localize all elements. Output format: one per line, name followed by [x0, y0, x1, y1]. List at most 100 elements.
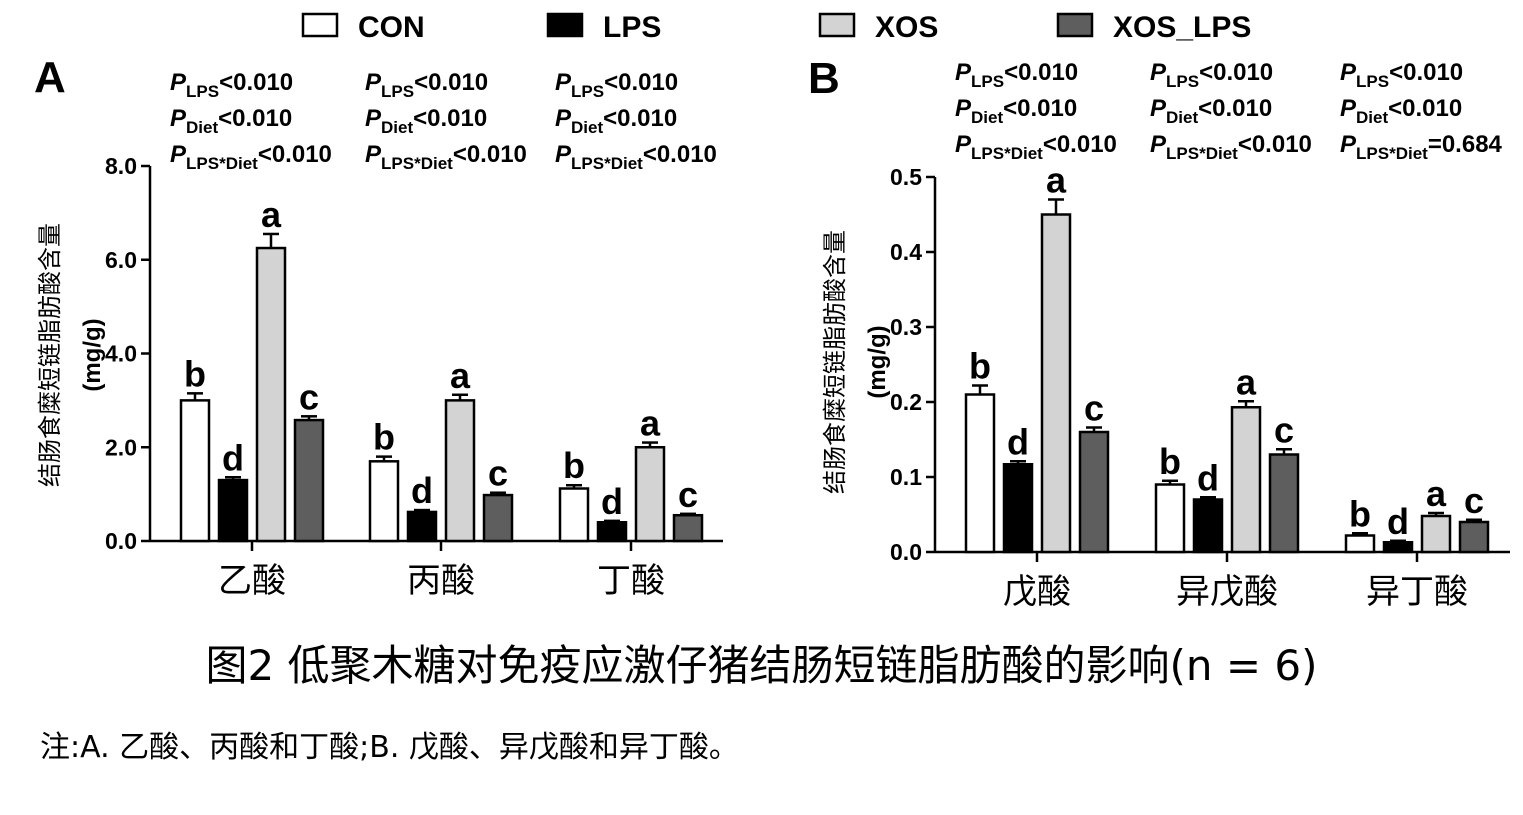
panel-a-significance-letter: c [678, 474, 698, 515]
panel-a-significance-letter: b [563, 445, 585, 486]
panel-a-significance-letter: b [373, 417, 395, 458]
panel-a-bar-con [558, 487, 590, 543]
panel-b-bar-xos_lps [1078, 430, 1110, 554]
panel-a-y-axis-title: 结肠食糜短链脂肪酸含量 [36, 223, 64, 487]
panel-b-bar-xos [1230, 406, 1262, 554]
panel-a-significance-letter: c [299, 376, 319, 417]
panel-b-p-value-text: PLPS<0.010 [1340, 59, 1463, 91]
panel-b-significance-letter: d [1007, 421, 1029, 462]
panel-a-label: A [34, 53, 66, 102]
panel-b-bar-con [1344, 534, 1376, 554]
legend-label-con: CON [358, 11, 425, 44]
panel-b-p-value-text: PDiet<0.010 [1150, 95, 1272, 127]
panel-a-y-tick-label: 4.0 [105, 341, 137, 367]
panel-b-bar-con [1154, 483, 1186, 554]
panel-a-bar-xos_lps [482, 493, 514, 543]
panel-b-bar-con [964, 393, 996, 554]
panel-b-significance-letter: a [1426, 473, 1447, 514]
panel-b-category-label: 异丁酸 [1366, 572, 1468, 612]
panel-a-bar-xos_lps [672, 513, 704, 543]
panel-b-significance-letter: b [969, 346, 991, 387]
legend-swatch-xos [818, 12, 856, 38]
panel-b-y-tick-label: 0.0 [890, 539, 922, 565]
figure-canvas: CON LPS XOS XOS_LPS A 0.0 2.0 4.0 6.0 8.0 结肠食糜短链脂肪… [34, 11, 1510, 612]
panel-a-p-value-text: PLPS*Diet<0.010 [365, 141, 527, 173]
panel-b-category-label: 异戊酸 [1176, 572, 1278, 612]
panel-b-significance-letter: c [1464, 480, 1484, 521]
figure-note: 注:A. 乙酸、丙酸和丁酸;B. 戊酸、异戊酸和异丁酸。 [40, 730, 739, 765]
panel-b-y-tick-label: 0.5 [890, 164, 922, 190]
panel-a-y-tick-label: 6.0 [105, 247, 137, 273]
panel-b-y-tick-label: 0.2 [890, 389, 922, 415]
panel-a-bar-xos_lps [293, 418, 325, 543]
panel-a-y-tick-label: 0.0 [105, 528, 137, 554]
figure-caption: 图2 低聚木糖对免疫应激仔猪结肠短链脂肪酸的影响(n = 6) [205, 641, 1318, 690]
panel-a-p-value-text: PDiet<0.010 [170, 105, 292, 137]
panel-a-y-tick-label: 8.0 [105, 153, 137, 179]
panel-b-y-tick-label: 0.4 [890, 239, 922, 265]
panel-a-category-label: 丙酸 [407, 561, 475, 601]
panel-b-significance-letter: a [1236, 361, 1257, 402]
panel-b-significance-letter: c [1274, 409, 1294, 450]
panel-b-bar-xos [1040, 213, 1072, 554]
panel-b-y-axis-unit: (mg/g) [864, 325, 891, 398]
panel-a-category-label: 乙酸 [218, 561, 286, 601]
panel-a-bar-xos [255, 246, 287, 543]
panel-a-significance-letter: d [601, 481, 623, 522]
panel-a-significance-letter: b [184, 353, 206, 394]
panel-a-category-label: 丁酸 [597, 561, 665, 601]
panel-a-p-value-text: PLPS*Diet<0.010 [170, 141, 332, 173]
panel-a-bar-lps [596, 521, 628, 543]
panel-b-p-value-text: PLPS<0.010 [1150, 59, 1273, 91]
legend-swatch-xos_lps [1056, 12, 1094, 38]
panel-a-p-value-text: PLPS<0.010 [555, 69, 678, 101]
panel-b-p-value-text: PLPS*Diet<0.010 [1150, 131, 1312, 163]
panel-b-p-value-text: PLPS*Diet<0.010 [955, 131, 1117, 163]
panel-a-p-value-text: PLPS<0.010 [170, 69, 293, 101]
panel-b-significance-letter: b [1349, 493, 1371, 534]
legend-swatch-lps [546, 12, 584, 38]
panel-a-p-value-text: PLPS<0.010 [365, 69, 488, 101]
legend-label-lps: LPS [603, 11, 661, 44]
panel-b-bar-lps [1382, 541, 1414, 554]
panel-a-significance-letter: d [222, 437, 244, 478]
panel-b-significance-letter: d [1197, 457, 1219, 498]
panel-a-bar-xos [444, 399, 476, 543]
panel-a-y-tick-label: 2.0 [105, 434, 137, 460]
panel-a-significance-letter: c [488, 453, 508, 494]
panel-a-p-value-text: PDiet<0.010 [365, 105, 487, 137]
panel-a-significance-letter: a [450, 355, 471, 396]
panel-a-bar-con [368, 460, 400, 543]
panel-b-y-tick-label: 0.1 [890, 464, 922, 490]
legend-swatch-con [301, 12, 339, 38]
panel-a-significance-letter: d [411, 470, 433, 511]
panel-b-bar-xos_lps [1458, 520, 1490, 554]
panel-a-p-value-text: PDiet<0.010 [555, 105, 677, 137]
panel-a-bar-con [179, 399, 211, 543]
panel-a-bar-lps [217, 478, 249, 543]
legend-label-xos_lps: XOS_LPS [1113, 11, 1251, 44]
panel-b-bar-xos_lps [1268, 453, 1300, 554]
legend-label-xos: XOS [875, 11, 938, 44]
panel-b-p-value-text: PDiet<0.010 [955, 95, 1077, 127]
panel-a-p-value-text: PLPS*Diet<0.010 [555, 141, 717, 173]
panel-b-y-axis-title: 结肠食糜短链脂肪酸含量 [821, 230, 849, 494]
panel-b-significance-letter: d [1387, 501, 1409, 542]
panel-b-p-value-text: PDiet<0.010 [1340, 95, 1462, 127]
panel-a-bar-lps [406, 510, 438, 543]
panel-b-significance-letter: c [1084, 388, 1104, 429]
panel-b-p-value-text: PLPS*Diet=0.684 [1340, 131, 1503, 163]
panel-b-bar-lps [1192, 498, 1224, 554]
panel-b-y-tick-label: 0.3 [890, 314, 922, 340]
panel-b-category-label: 戊酸 [1003, 572, 1071, 612]
panel-a-significance-letter: a [261, 194, 282, 235]
panel-b-bar-xos [1420, 514, 1452, 554]
panel-b-label: B [808, 54, 840, 103]
panel-a-significance-letter: a [640, 403, 661, 444]
panel-b-bar-lps [1002, 463, 1034, 554]
panel-b-significance-letter: a [1046, 160, 1067, 201]
panel-a-y-axis-unit: (mg/g) [79, 318, 106, 391]
panel-a-bar-xos [634, 446, 666, 543]
panel-b-p-value-text: PLPS<0.010 [955, 59, 1078, 91]
panel-b-significance-letter: b [1159, 441, 1181, 482]
